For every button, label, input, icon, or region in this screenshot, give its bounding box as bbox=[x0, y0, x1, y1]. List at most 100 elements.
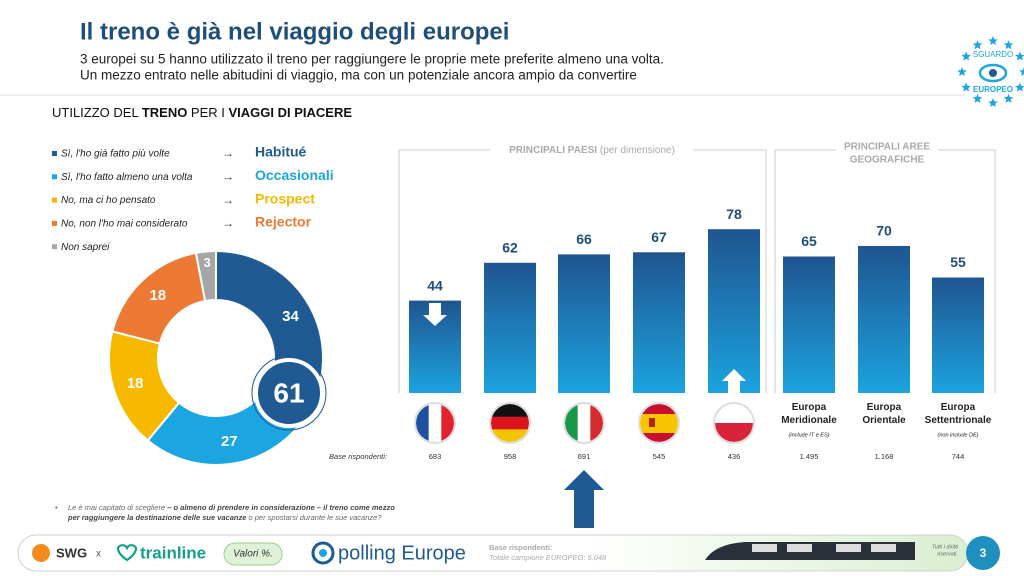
section-title-part: VIAGGI DI PIACERE bbox=[229, 105, 353, 120]
panel-frame bbox=[774, 149, 996, 393]
bar bbox=[708, 229, 760, 393]
flag-border bbox=[489, 402, 531, 444]
bar bbox=[783, 256, 835, 393]
badge-text: EUROPEO bbox=[973, 85, 1013, 94]
logo-x: x bbox=[96, 549, 101, 560]
legend-group: Occasionali bbox=[255, 167, 334, 183]
base-value: 958 bbox=[504, 452, 517, 461]
base-value: 683 bbox=[429, 452, 442, 461]
flag bbox=[713, 402, 755, 444]
category-word: Settentrionale bbox=[925, 415, 992, 426]
legend-label: No, ma ci ho pensato bbox=[61, 195, 156, 206]
footer-base-text: Totale campione EUROPEO: 5.048 bbox=[489, 553, 607, 562]
polling-icon bbox=[311, 541, 335, 565]
badge-eye bbox=[989, 69, 997, 77]
flag-body bbox=[491, 404, 529, 442]
flag-body bbox=[640, 404, 678, 442]
base-value: 1.495 bbox=[800, 452, 819, 461]
bar bbox=[558, 254, 610, 393]
title: Il treno è già nel viaggio degli europei bbox=[80, 18, 509, 45]
legend-arrow: → bbox=[222, 193, 234, 207]
flag-stripe bbox=[640, 433, 678, 442]
bar-value: 66 bbox=[576, 231, 592, 247]
train-window bbox=[836, 544, 861, 552]
flag-stripe bbox=[565, 404, 579, 442]
flag-stripe bbox=[491, 416, 529, 430]
flag-stripe bbox=[491, 429, 529, 442]
category-note: (non include DE) bbox=[938, 432, 979, 438]
train-window bbox=[787, 544, 812, 552]
category-label: Europa Settentrionale bbox=[925, 402, 992, 426]
legend-label: Non saprei bbox=[61, 242, 110, 253]
badge-eye bbox=[978, 63, 1008, 83]
category-word: Orientale bbox=[862, 415, 906, 426]
swg-icon bbox=[32, 544, 50, 562]
bar-value: 78 bbox=[726, 206, 742, 222]
base-value: 545 bbox=[653, 452, 666, 461]
badge-star bbox=[972, 93, 983, 103]
section-title-part: UTILIZZO DEL bbox=[52, 105, 142, 120]
footnote-line: Le è mai capitato di scegliere – o almen… bbox=[68, 503, 395, 512]
base-value: 744 bbox=[952, 452, 965, 461]
footnote: • Le è mai capitato di scegliere – o alm… bbox=[55, 503, 395, 522]
flag-border bbox=[638, 402, 680, 444]
badge-star bbox=[1003, 40, 1014, 50]
legend-arrow: → bbox=[222, 216, 234, 230]
bar bbox=[633, 252, 685, 393]
badge-star bbox=[961, 51, 971, 61]
badge-star bbox=[957, 67, 967, 76]
flag bbox=[563, 402, 605, 444]
flag-stripe bbox=[715, 404, 753, 423]
rights: riservati. bbox=[937, 551, 958, 557]
footnote-line: per raggiungere la destinazione delle su… bbox=[67, 513, 382, 522]
flag bbox=[489, 402, 531, 444]
flag-body bbox=[416, 404, 454, 442]
highlight-arrow bbox=[564, 470, 604, 528]
flag-stripe bbox=[640, 414, 678, 433]
badge-star bbox=[1019, 67, 1024, 76]
category-word: Meridionale bbox=[781, 415, 837, 426]
center-badge-ring bbox=[251, 355, 327, 431]
legend-group: Habitué bbox=[255, 144, 307, 160]
section-title: UTILIZZO DEL TRENO PER I VIAGGI DI PIACE… bbox=[52, 105, 352, 120]
badge-star bbox=[1003, 93, 1014, 103]
up-arrow bbox=[722, 369, 746, 393]
flag-stripe bbox=[416, 404, 430, 442]
trainline-icon bbox=[116, 544, 138, 562]
legend-swatch bbox=[52, 197, 57, 203]
page-number: 3 bbox=[980, 546, 987, 560]
legend-arrow: → bbox=[222, 169, 234, 183]
flag-stripe bbox=[640, 404, 678, 414]
panel-title: GEOGRAFICHE bbox=[850, 155, 925, 166]
category-word: Europa bbox=[792, 402, 827, 413]
bar-value: 67 bbox=[651, 229, 667, 245]
flag bbox=[414, 402, 456, 444]
bar bbox=[858, 246, 910, 393]
bar-value: 44 bbox=[427, 277, 443, 293]
category-word: Europa bbox=[867, 402, 902, 413]
bar bbox=[484, 262, 536, 393]
flag-emblem bbox=[649, 418, 655, 427]
badge-star bbox=[1015, 82, 1024, 92]
panel-title: PRINCIPALI AREE bbox=[844, 142, 930, 153]
bar-value: 62 bbox=[502, 240, 518, 256]
values-pill bbox=[223, 542, 283, 566]
logo-polling: polling Europe bbox=[338, 542, 466, 564]
category-note: (include IT e ES) bbox=[789, 432, 830, 438]
down-arrow bbox=[423, 303, 447, 326]
badge-star bbox=[988, 98, 998, 107]
legend-swatch bbox=[52, 244, 57, 250]
badge-text: SGUARDO bbox=[973, 50, 1013, 59]
bar-value: 65 bbox=[801, 233, 817, 249]
bar-value: 55 bbox=[950, 254, 966, 270]
badge-star bbox=[1015, 51, 1024, 61]
logo-trainline: trainline bbox=[140, 543, 206, 562]
legend-swatch bbox=[52, 151, 57, 156]
footer-base-title: Base rispondenti: bbox=[489, 543, 552, 552]
badge-star bbox=[972, 40, 983, 50]
slice-label: 34 bbox=[282, 308, 299, 325]
panel-frame bbox=[398, 149, 767, 393]
footnote-part: per raggiungere la destinazione delle su… bbox=[67, 513, 246, 522]
footnote-bullet: • bbox=[55, 503, 58, 512]
